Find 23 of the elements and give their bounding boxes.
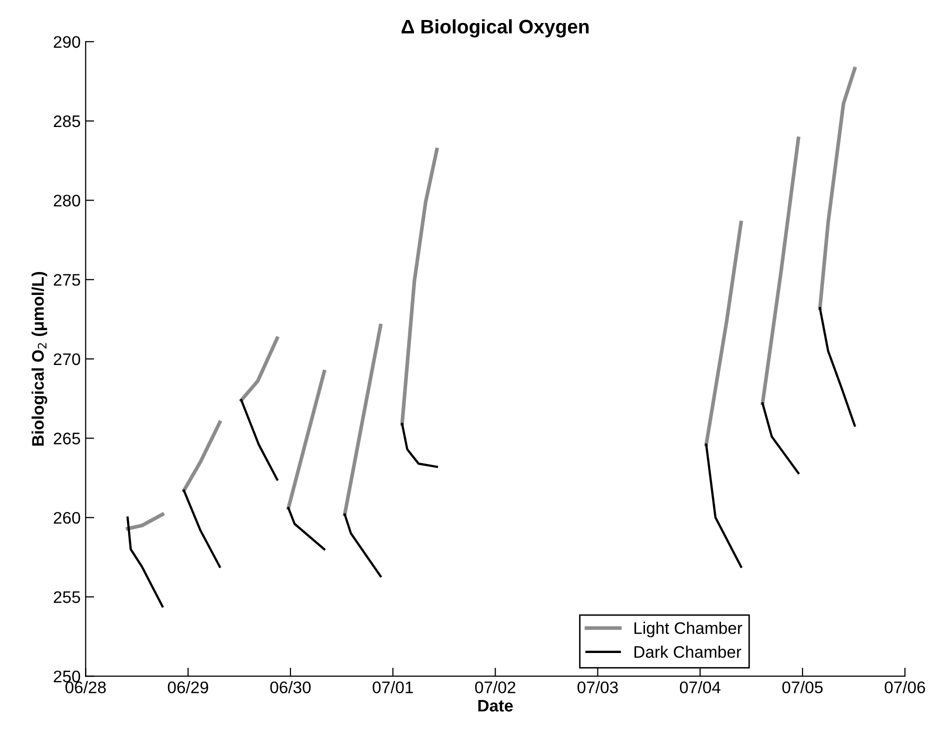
x-tick-label: 07/01 xyxy=(372,681,413,694)
y-tick-label: 250 xyxy=(54,670,80,682)
x-tick-label: 07/04 xyxy=(680,681,720,694)
chart-title: Δ Biological Oxygen xyxy=(402,19,589,38)
x-tick-label: 07/02 xyxy=(475,681,516,694)
y-tick-label: 260 xyxy=(54,512,80,524)
x-tick-label: 07/03 xyxy=(578,681,618,694)
y-tick-label: 285 xyxy=(54,115,80,128)
x-tick-label: 07/05 xyxy=(782,681,823,694)
y-tick-label: 255 xyxy=(54,591,80,604)
x-tick-label: 07/06 xyxy=(884,681,926,694)
y-tick-label: 265 xyxy=(54,432,80,444)
y-tick-label: 280 xyxy=(54,194,80,206)
y-axis-title: Biological O$_{2}$ (μmol/L) xyxy=(32,272,48,446)
x-axis-title: Date xyxy=(478,700,513,712)
legend-label: Dark Chamber xyxy=(634,646,742,658)
legend-label: Light Chamber xyxy=(634,622,742,638)
x-tick-label: 06/30 xyxy=(270,681,311,694)
y-tick-label: 290 xyxy=(54,36,80,48)
x-tick-label: 06/29 xyxy=(168,681,208,694)
y-tick-label: 275 xyxy=(54,274,80,286)
y-tick-label: 270 xyxy=(54,353,80,366)
x-tick-label: 06/28 xyxy=(65,681,106,694)
